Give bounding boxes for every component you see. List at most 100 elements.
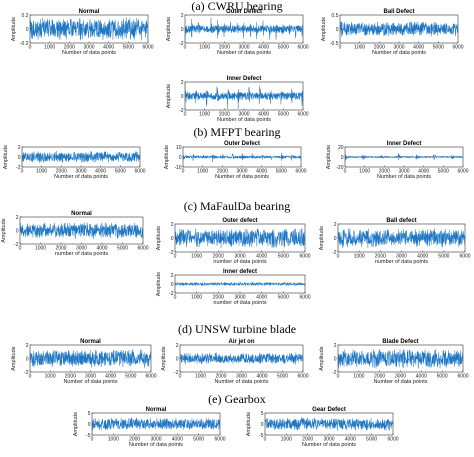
panel-title: Gear Defect	[312, 407, 346, 413]
y-axis-label: Amplitude	[319, 226, 325, 250]
y-tick-label: 2	[334, 222, 337, 228]
x-tick-label: 5000	[115, 169, 126, 175]
y-tick-label: 2	[26, 343, 29, 349]
y-tick-label: 0	[88, 422, 91, 428]
y-tick-label: 5	[88, 411, 91, 417]
x-tick-label: 1000	[353, 374, 364, 380]
signal-trace	[30, 17, 148, 41]
x-tick-label: 0	[179, 374, 182, 380]
x-axis-label: number of data points	[55, 251, 108, 257]
x-tick-label: 2000	[56, 169, 67, 175]
x-axis-label: number of data points	[375, 259, 428, 265]
x-tick-label: 0	[182, 169, 185, 175]
x-tick-label: 6000	[134, 169, 145, 175]
y-tick-label: -2	[169, 250, 174, 256]
y-tick-label: 0	[336, 27, 339, 33]
y-tick-label: 2	[18, 145, 21, 151]
y-axis-label: Amplitude	[156, 226, 162, 250]
x-axis-label: Number of data points	[62, 50, 116, 56]
y-tick-label: 0	[334, 356, 337, 362]
y-tick-label: -10	[174, 165, 181, 171]
panel-title: Blade Defect	[382, 339, 418, 345]
x-tick-label: 0	[184, 45, 187, 51]
x-tick-label: 3000	[234, 254, 245, 260]
x-axis-label: Number of data points	[217, 50, 271, 56]
x-tick-label: 3000	[83, 45, 94, 51]
panel-title: Inner defect	[223, 269, 257, 275]
x-tick-label: 6000	[452, 45, 463, 51]
section-title-cwru: (a) CWRU bearing	[191, 0, 282, 13]
x-tick-label: 1000	[354, 45, 365, 51]
y-axis-label: Amplitude	[11, 346, 17, 370]
signal-trace	[185, 17, 303, 40]
signal-trace	[175, 227, 305, 249]
x-tick-label: 2000	[374, 45, 385, 51]
x-tick-label: 0	[29, 374, 32, 380]
x-axis-label: number of data points	[213, 259, 266, 265]
x-tick-label: 3000	[150, 437, 161, 443]
y-axis-label: Amplitude	[166, 84, 172, 108]
x-tick-label: 3000	[398, 169, 409, 175]
y-tick-label: 0	[26, 356, 29, 362]
panel-title: Inner Defect	[387, 141, 422, 147]
y-axis-label: Amplitude	[1, 218, 7, 242]
x-tick-label: 4000	[258, 112, 269, 118]
x-tick-label: 4000	[96, 246, 107, 252]
panel-title: Normal	[79, 9, 100, 15]
x-tick-label: 4000	[256, 295, 267, 301]
x-axis-label: Number of data points	[377, 174, 431, 180]
x-tick-label: 3000	[323, 437, 334, 443]
x-tick-label: 6000	[457, 169, 468, 175]
x-tick-label: 1000	[45, 374, 56, 380]
x-tick-label: 0	[337, 374, 340, 380]
panel-title: Inner Defect	[227, 76, 262, 82]
y-tick-label: 0	[179, 155, 182, 161]
x-tick-label: 2000	[64, 45, 75, 51]
panel-title: Outer defect	[222, 218, 257, 224]
x-tick-label: 4000	[416, 374, 427, 380]
x-tick-label: 1000	[199, 112, 210, 118]
panel-title: Outer Defect	[224, 141, 260, 147]
y-tick-label: 0	[181, 94, 184, 100]
x-tick-label: 2000	[55, 246, 66, 252]
x-axis-label: Number of data points	[129, 442, 183, 448]
signal-trace	[183, 152, 301, 163]
x-tick-label: 5000	[433, 45, 444, 51]
panel-unsw_airjet: Air jet on0 1000 2000 3000 4000 5000 600020-2N…	[161, 339, 309, 385]
x-tick-label: 3000	[396, 254, 407, 260]
y-tick-label: -2	[24, 370, 29, 376]
x-tick-label: 1000	[354, 254, 365, 260]
panel-title: Ball defect	[386, 218, 416, 224]
panel-title: Normal	[80, 339, 101, 345]
x-tick-label: 5000	[278, 295, 289, 301]
x-axis-label: Number of data points	[63, 379, 117, 385]
x-tick-label: 6000	[297, 112, 308, 118]
signal-trace	[338, 228, 465, 248]
signal-trace	[180, 352, 303, 365]
x-tick-label: 4000	[105, 374, 116, 380]
y-tick-label: 0.2	[22, 13, 29, 19]
x-tick-label: 6000	[457, 374, 468, 380]
y-tick-label: -2	[174, 370, 179, 376]
x-tick-label: 0	[174, 295, 177, 301]
x-axis-label: Number of data points	[54, 174, 108, 180]
signal-trace	[20, 222, 143, 240]
y-tick-label: -2	[332, 370, 337, 376]
x-axis-label: Number of data points	[217, 117, 271, 123]
signal-trace	[345, 152, 463, 161]
y-tick-label: 0	[176, 356, 179, 362]
x-tick-label: 3000	[393, 45, 404, 51]
panel-title: Ball Defect	[383, 9, 414, 15]
x-tick-label: 4000	[172, 437, 183, 443]
y-tick-label: 0	[171, 236, 174, 242]
x-tick-label: 1000	[197, 169, 208, 175]
y-axis-label: Amplitude	[156, 272, 162, 296]
x-tick-label: 0	[184, 112, 187, 118]
x-tick-label: 6000	[214, 437, 225, 443]
